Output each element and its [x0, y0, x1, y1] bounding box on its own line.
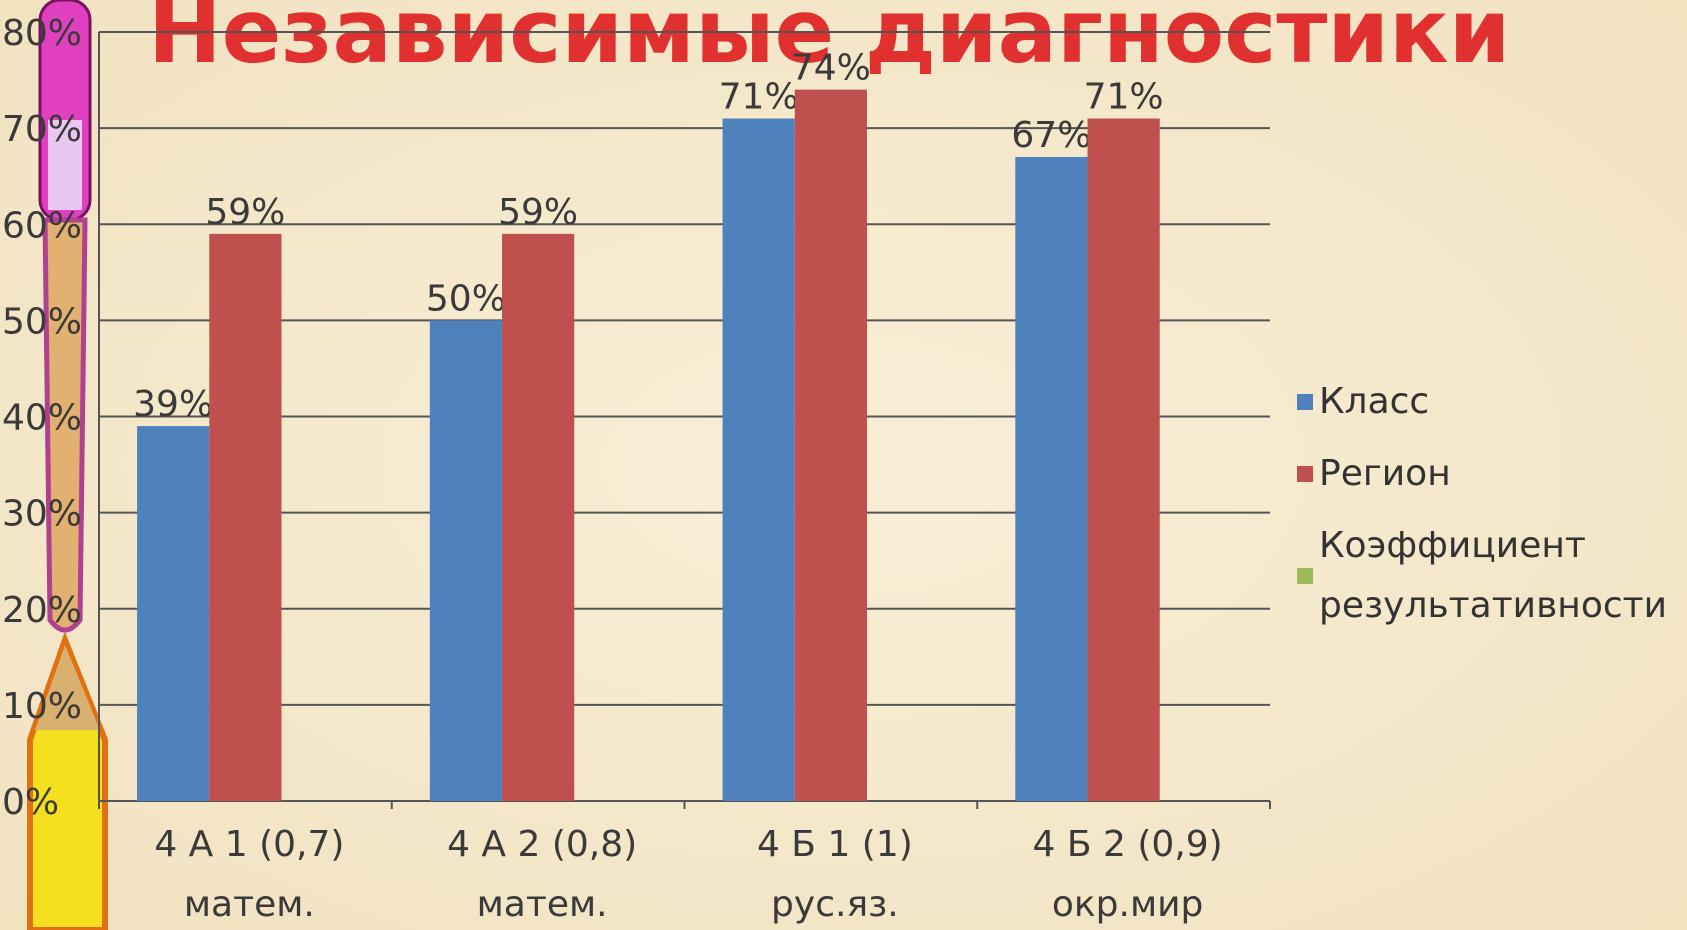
- y-tick-label: 20%: [2, 590, 82, 631]
- data-label: 71%: [719, 77, 799, 118]
- legend-swatch: [1297, 394, 1313, 410]
- x-tick-label: матем.: [477, 884, 608, 925]
- bar: [209, 233, 282, 802]
- legend-label: Класс: [1319, 381, 1430, 422]
- bar: [1015, 156, 1088, 801]
- data-label: 74%: [791, 48, 871, 89]
- data-label: 50%: [426, 278, 506, 319]
- legend-label: Коэффициент результативности: [1319, 525, 1668, 626]
- x-tick-label: окр.мир: [1052, 884, 1203, 925]
- bar: [502, 233, 575, 802]
- bar: [794, 89, 867, 802]
- legend: Класс Регион Коэффициент результативности: [1297, 372, 1687, 648]
- y-tick-label: 0%: [2, 782, 59, 823]
- legend-item: Класс: [1297, 372, 1687, 432]
- y-tick-label: 80%: [2, 13, 82, 54]
- bar: [137, 426, 210, 801]
- y-tick-label: 40%: [2, 398, 82, 439]
- x-tick-label: 4 А 2 (0,8): [447, 824, 637, 865]
- legend-item: Коэффициент результативности: [1297, 516, 1687, 636]
- legend-label: Регион: [1319, 453, 1451, 494]
- bar: [429, 320, 503, 801]
- data-label: 59%: [205, 192, 285, 233]
- y-tick-label: 50%: [2, 301, 82, 342]
- x-tick-label: 4 А 1 (0,7): [154, 824, 344, 865]
- data-label: 59%: [498, 192, 578, 233]
- x-tick-label: матем.: [184, 884, 315, 925]
- legend-swatch: [1297, 466, 1313, 482]
- x-tick-label: 4 Б 2 (0,9): [1033, 824, 1223, 865]
- data-label: 39%: [133, 384, 213, 425]
- chart-title: Независимые диагностики: [148, 0, 1510, 83]
- data-label: 67%: [1011, 115, 1091, 156]
- x-tick-label: 4 Б 1 (1): [757, 824, 913, 865]
- y-tick-label: 10%: [2, 686, 82, 727]
- y-tick-label: 70%: [2, 109, 82, 150]
- legend-item: Регион: [1297, 444, 1687, 504]
- legend-swatch: [1297, 568, 1313, 584]
- y-tick-label: 30%: [2, 494, 82, 535]
- y-tick-label: 60%: [2, 205, 82, 246]
- bar: [1087, 118, 1160, 801]
- bar: [722, 118, 795, 801]
- data-label: 71%: [1084, 77, 1164, 118]
- x-tick-label: рус.яз.: [771, 884, 899, 925]
